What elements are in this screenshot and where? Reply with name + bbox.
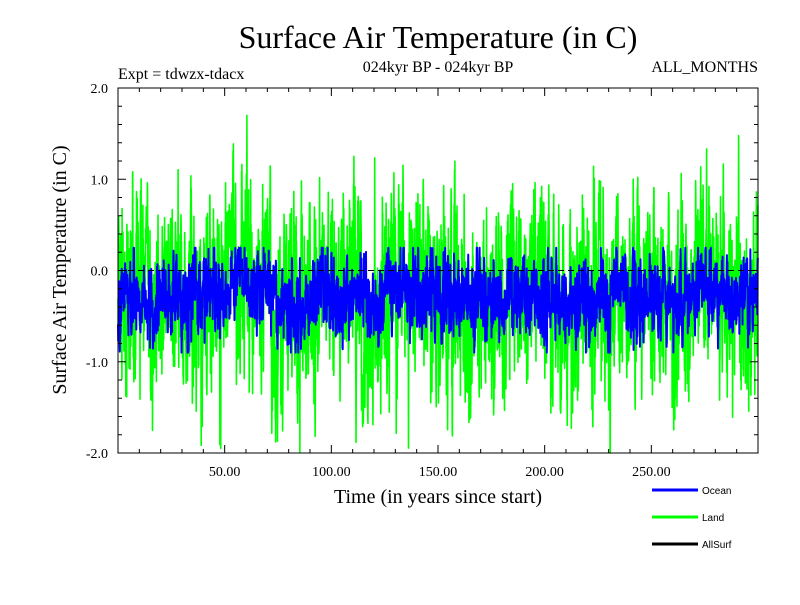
y-tick-label: 0.0 — [91, 265, 109, 280]
x-axis-label: Time (in years since start) — [334, 486, 542, 508]
x-tick-label: 200.00 — [525, 465, 564, 480]
x-tick-label: 100.00 — [312, 465, 351, 480]
x-tick-label: 250.00 — [632, 465, 671, 480]
y-tick-label: 1.0 — [91, 173, 109, 188]
chart-title: Surface Air Temperature (in C) — [239, 19, 638, 55]
legend-label-allsurf: AllSurf — [702, 540, 732, 551]
chart-subtitle-center: 024kyr BP - 024kyr BP — [363, 59, 514, 76]
legend: Ocean Land AllSurf — [652, 486, 732, 551]
chart-subtitle-right: ALL_MONTHS — [651, 59, 758, 76]
y-axis-label: Surface Air Temperature (in C) — [49, 145, 71, 394]
x-tick-label: 150.00 — [419, 465, 458, 480]
series-line-ocean — [117, 246, 759, 354]
x-tick-label: 50.00 — [209, 465, 241, 480]
plot-area: 50.00 100.00 150.00 200.00 250.00 -2.0 -1.0 0.0… — [86, 82, 759, 480]
y-tick-label: -1.0 — [86, 356, 108, 371]
y-tick-label: 2.0 — [91, 82, 109, 97]
legend-label-land: Land — [702, 513, 724, 524]
chart-subtitle-left: Expt = tdwzx-tdacx — [118, 66, 244, 83]
legend-label-ocean: Ocean — [702, 486, 731, 497]
y-tick-label: -2.0 — [86, 447, 108, 462]
